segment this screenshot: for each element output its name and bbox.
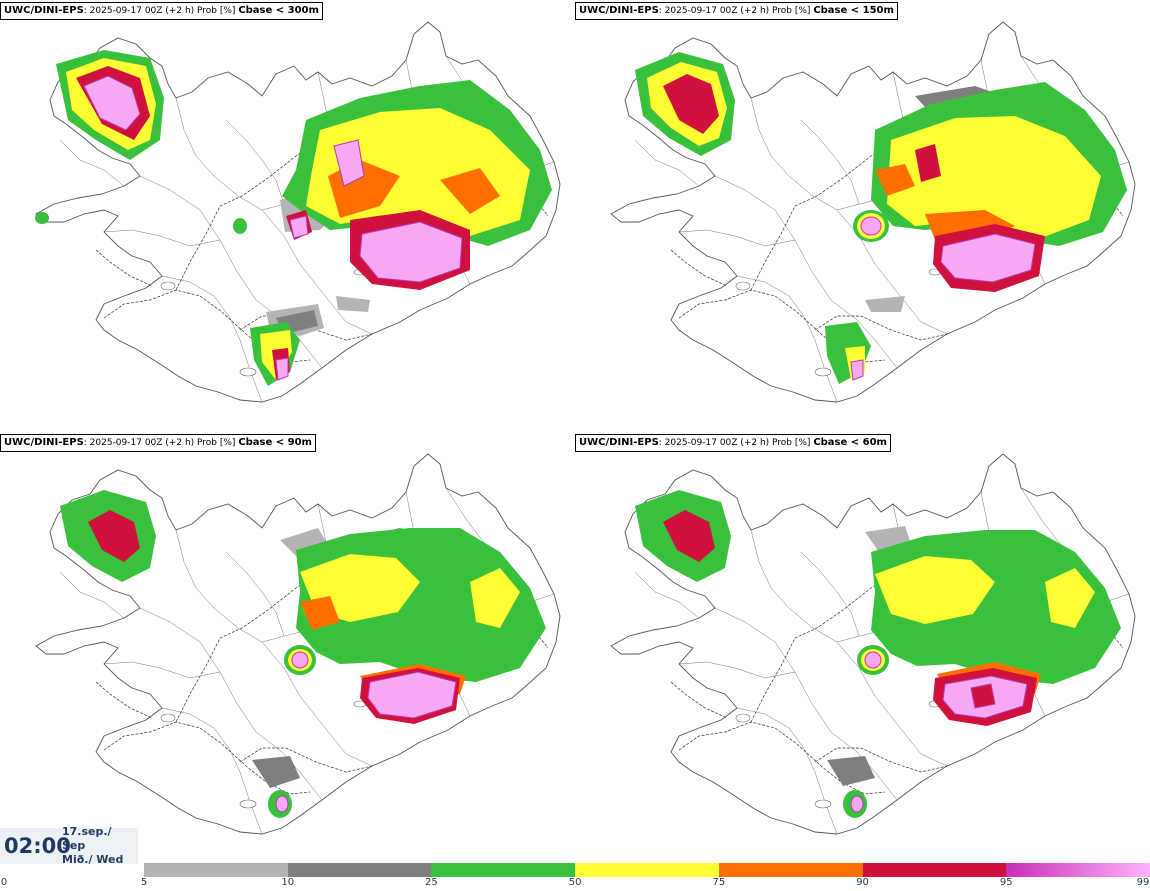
valid-time-box: 02:00 17.sep./ Sep Mið./ Wed [0,825,138,867]
iceland-map [34,21,561,403]
valid-time-clock: 02:00 [4,834,71,858]
run-info: : 2025-09-17 00Z (+2 h) Prob [%] [83,6,239,16]
variable-label: Cbase < 150m [813,5,894,16]
map-panel-300m: UWC/DINI-EPS: 2025-09-17 00Z (+2 h) Prob… [0,0,575,430]
run-info: : 2025-09-17 00Z (+2 h) Prob [%] [83,438,239,448]
map-panel-90m: UWC/DINI-EPS: 2025-09-17 00Z (+2 h) Prob… [0,432,575,862]
colorbar-segment [287,863,432,877]
iceland-map [610,453,1136,835]
variable-label: Cbase < 300m [238,5,319,16]
variable-label: Cbase < 60m [813,437,887,448]
panel-title: UWC/DINI-EPS: 2025-09-17 00Z (+2 h) Prob… [0,2,323,20]
colorbar-tick-label: 5 [140,877,148,888]
map-panel-150m: UWC/DINI-EPS: 2025-09-17 00Z (+2 h) Prob… [575,0,1150,430]
colorbar-tick-label: 0 [0,877,8,888]
colorbar-segment [718,863,863,877]
colorbar-segment [431,863,576,877]
colorbar-tick-label: 75 [712,877,726,888]
colorbar-tick-label: 90 [856,877,869,888]
map-panel-60m: UWC/DINI-EPS: 2025-09-17 00Z (+2 h) Prob… [575,432,1150,862]
colorbar-segment [1006,863,1150,877]
colorbar-tick-label: 95 [999,877,1013,888]
run-info: : 2025-09-17 00Z (+2 h) Prob [%] [658,438,814,448]
colorbar-segment [144,863,288,877]
valid-time-date: 17.sep./ Sep Mið./ Wed [62,825,138,867]
panel-title: UWC/DINI-EPS: 2025-09-17 00Z (+2 h) Prob… [575,434,891,452]
iceland-map [610,21,1136,403]
iceland-map [35,453,561,835]
colorbar-tick-label: 25 [425,877,438,888]
colorbar-ticks: 0 5 10 25 50 75 90 95 99 [0,877,1150,891]
colorbar-tick-label: 10 [281,877,295,888]
colorbar-tick-label: 99 [1136,877,1150,888]
colorbar-tick-label: 50 [568,877,582,888]
colorbar-segment [575,863,719,877]
model-name: UWC/DINI-EPS [4,437,84,448]
panel-title: UWC/DINI-EPS: 2025-09-17 00Z (+2 h) Prob… [0,434,316,452]
colorbar-segment [862,863,1007,877]
variable-label: Cbase < 90m [238,437,312,448]
date-line-2: Mið./ Wed [62,853,124,866]
probability-colorbar [144,863,1150,877]
run-info: : 2025-09-17 00Z (+2 h) Prob [%] [658,6,814,16]
model-name: UWC/DINI-EPS [4,5,84,16]
model-name: UWC/DINI-EPS [579,437,659,448]
panel-title: UWC/DINI-EPS: 2025-09-17 00Z (+2 h) Prob… [575,2,898,20]
date-line-1: 17.sep./ Sep [62,825,112,852]
model-name: UWC/DINI-EPS [579,5,659,16]
